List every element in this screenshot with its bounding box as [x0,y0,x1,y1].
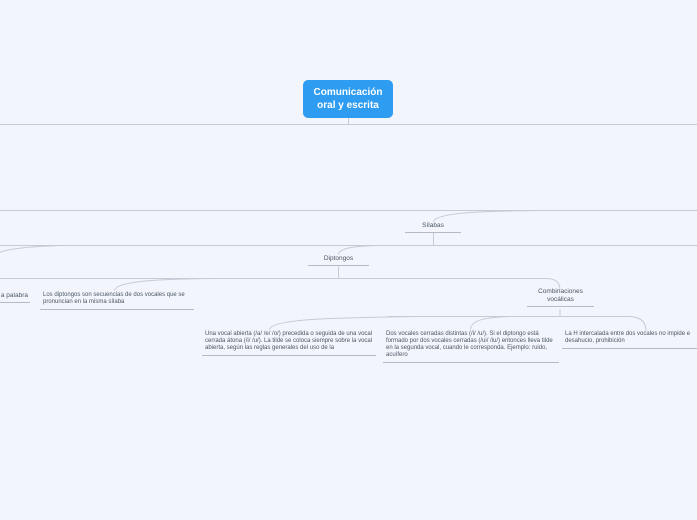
node-palabra-clipped[interactable]: a palabra [0,291,30,303]
node-combinaciones-vocalicas[interactable]: Combinaciones vocálicas [527,287,594,307]
node-silabas[interactable]: Sílabas [405,221,461,233]
node-diptongos[interactable]: Diptongos [308,254,369,266]
connector-vocales-cerradas [470,316,513,330]
node-vocales-cerradas[interactable]: Dos vocales cerradas distintas (/i/ /u/)… [383,329,559,363]
connector-silabas [433,210,541,222]
node-h-intercalada[interactable]: La H intercalada entre dos vocales no im… [562,329,697,349]
connector-offscreen-left [0,245,61,253]
root-node-comunicacion[interactable]: Comunicación oral y escrita [303,80,393,118]
node-vocal-abierta[interactable]: Una vocal abierta (/a/ /e/ /o/) precedid… [202,329,376,356]
rail-diptongos-children [0,278,561,291]
node-diptongos-definition[interactable]: Los diptongos son secuencias de dos voca… [40,290,194,310]
connector-diptongos-def [114,278,213,291]
connector-vocal-abierta [269,316,421,330]
